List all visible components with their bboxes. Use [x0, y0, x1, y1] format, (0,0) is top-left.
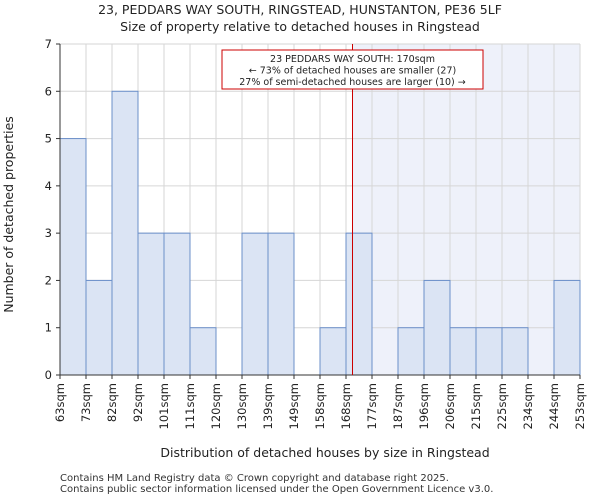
x-tick-label: 111sqm	[183, 383, 197, 429]
y-tick-label: 5	[45, 132, 52, 146]
x-tick-label: 139sqm	[261, 383, 275, 429]
x-tick-label: 120sqm	[209, 383, 223, 429]
x-tick-label: 187sqm	[391, 383, 405, 429]
annotation-line: 27% of semi-detached houses are larger (…	[239, 77, 466, 88]
y-tick-label: 3	[45, 226, 52, 240]
annotation-line: 23 PEDDARS WAY SOUTH: 170sqm	[270, 54, 435, 65]
y-tick-label: 6	[45, 84, 52, 98]
x-tick-label: 244sqm	[547, 383, 561, 429]
annotation-line: ← 73% of detached houses are smaller (27…	[249, 66, 456, 77]
y-tick-label: 2	[45, 273, 52, 287]
x-tick-label: 234sqm	[521, 383, 535, 429]
y-tick-label: 0	[45, 368, 52, 382]
x-tick-label: 149sqm	[287, 383, 301, 429]
highlight-region	[352, 44, 580, 375]
histogram-bar	[241, 232, 269, 376]
histogram-bar	[397, 327, 425, 376]
x-tick-label: 101sqm	[157, 383, 171, 429]
histogram-bar	[319, 327, 347, 376]
y-axis-title: Number of detached properties	[1, 116, 16, 313]
histogram-bar	[137, 232, 165, 376]
x-tick-label: 82sqm	[105, 383, 119, 422]
annotation-box	[221, 49, 484, 90]
y-tick-label: 4	[45, 179, 52, 193]
x-tick-label: 92sqm	[131, 383, 145, 422]
histogram-bar	[85, 279, 113, 376]
histogram-bar	[267, 232, 295, 376]
footer-licence: Contains public sector information licen…	[60, 484, 494, 495]
histogram-bar	[111, 90, 139, 376]
histogram-bar	[475, 327, 503, 376]
x-tick-label: 225sqm	[495, 383, 509, 429]
chart-subtitle: Size of property relative to detached ho…	[120, 19, 480, 34]
x-tick-label: 215sqm	[469, 383, 483, 429]
x-tick-label: 206sqm	[443, 383, 457, 429]
chart-title: 23, PEDDARS WAY SOUTH, RINGSTEAD, HUNSTA…	[98, 2, 502, 17]
x-tick-label: 177sqm	[365, 383, 379, 429]
x-tick-label: 158sqm	[313, 383, 327, 429]
x-tick-label: 196sqm	[417, 383, 431, 429]
footer-copyright: Contains HM Land Registry data © Crown c…	[60, 473, 449, 484]
y-tick-label: 7	[45, 37, 52, 51]
x-tick-label: 130sqm	[235, 383, 249, 429]
histogram-bar	[423, 279, 451, 376]
histogram-bar	[345, 232, 373, 376]
y-tick-label: 1	[45, 321, 52, 335]
histogram-bar	[163, 232, 191, 376]
x-tick-label: 168sqm	[339, 383, 353, 429]
histogram-bar	[501, 327, 529, 376]
histogram-bar	[189, 327, 217, 376]
x-tick-label: 253sqm	[573, 383, 587, 429]
histogram-bar	[59, 138, 87, 376]
histogram-bar	[553, 279, 581, 376]
x-axis-title: Distribution of detached houses by size …	[160, 445, 489, 460]
x-tick-label: 73sqm	[79, 383, 93, 422]
x-tick-label: 63sqm	[53, 383, 67, 422]
histogram-bar	[449, 327, 477, 376]
